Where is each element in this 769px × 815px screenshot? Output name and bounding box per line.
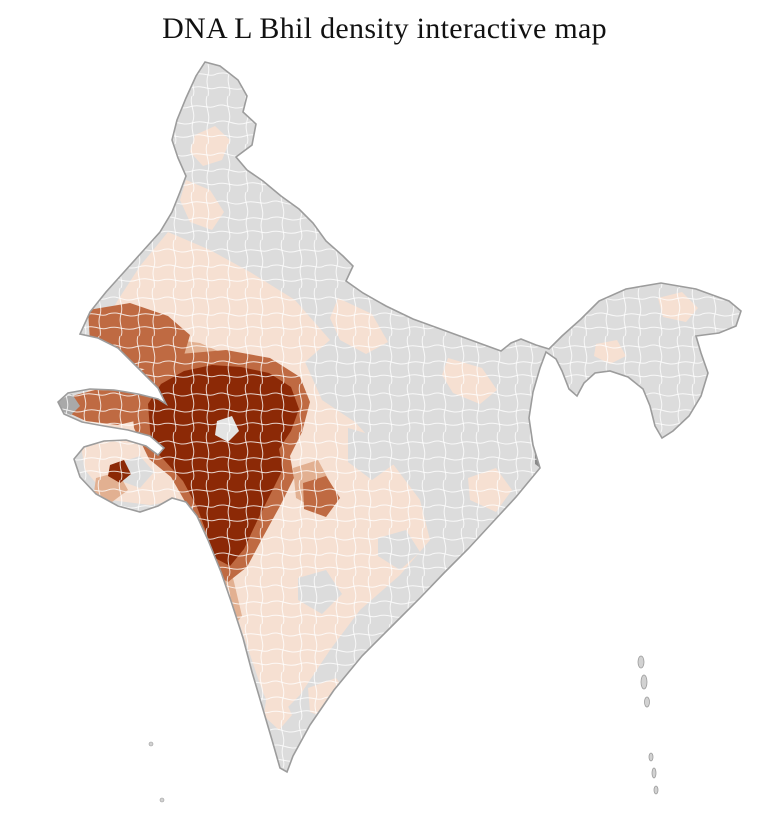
island[interactable] <box>159 797 165 803</box>
island[interactable] <box>640 674 648 690</box>
lakshadweep-islands[interactable] <box>148 741 165 803</box>
andaman-islands[interactable] <box>637 655 659 795</box>
island[interactable] <box>644 696 650 708</box>
island[interactable] <box>637 655 645 669</box>
island[interactable] <box>648 752 654 762</box>
page-title: DNA L Bhil density interactive map <box>162 12 607 45</box>
island[interactable] <box>148 741 154 747</box>
island[interactable] <box>651 767 657 779</box>
island[interactable] <box>653 785 659 795</box>
india-outline <box>57 61 742 774</box>
